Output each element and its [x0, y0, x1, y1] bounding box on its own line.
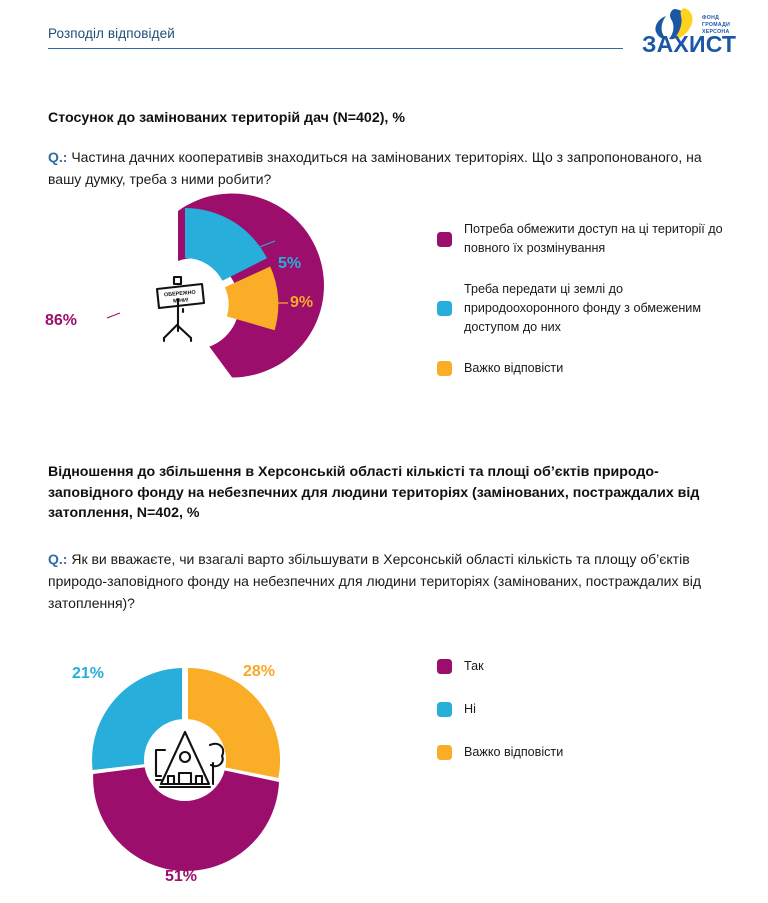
- svg-text:ЗАХИСТ: ЗАХИСТ: [642, 31, 736, 56]
- header-title: Розподіл відповідей: [48, 26, 175, 41]
- legend-swatch-icon: [437, 702, 452, 717]
- legend-swatch-icon: [437, 361, 452, 376]
- chart-2-label-cyan: 21%: [72, 665, 105, 682]
- chart-2-donut: [60, 645, 370, 875]
- sign-text-line-1: ОБЕРЕЖНО: [164, 290, 196, 299]
- section-2-title: Відношення до збільшення в Херсонській о…: [48, 464, 700, 521]
- chart-1-label-magenta: 86%: [45, 312, 78, 329]
- question-prefix: Q.:: [48, 551, 68, 567]
- chart-1-donut: ОБЕРЕЖНО МІНИ!: [60, 193, 390, 400]
- header-divider: [48, 48, 623, 50]
- mine-warning-sign-icon: [155, 275, 206, 343]
- legend-swatch-icon: [437, 231, 452, 247]
- chart-1-legend: Потреба обмежити доступ на ці території …: [437, 220, 737, 378]
- page-header: Розподіл відповідей ФОНД ГРОМАДИ ХЕРСОНА…: [0, 0, 768, 62]
- chart-2-label-magenta: 51%: [165, 868, 198, 885]
- sign-text-line-2: МІНИ!: [173, 297, 189, 304]
- legend-item[interactable]: Потреба обмежити доступ на ці території …: [437, 220, 737, 258]
- legend-item[interactable]: Ні: [437, 700, 737, 719]
- section-1-question: Q.: Частина дачних кооперативів знаходит…: [48, 146, 708, 190]
- chart-2-label-orange: 28%: [243, 663, 276, 680]
- legend-item[interactable]: Важко відповісти: [437, 359, 737, 378]
- legend-swatch-icon: [437, 301, 452, 316]
- legend-item-label: Так: [464, 659, 484, 673]
- question-text: Як ви вважаєте, чи взагалі варто збільшу…: [48, 551, 702, 611]
- zahyst-logo: ФОНД ГРОМАДИ ХЕРСОНА ЗАХИСТ: [640, 6, 752, 56]
- chart-2-legend: Так Ні Важко відповісти: [437, 657, 737, 762]
- legend-item-label: Ні: [464, 702, 476, 716]
- svg-text:ХЕРСОНА: ХЕРСОНА: [702, 29, 730, 35]
- svg-text:ГРОМАДИ: ГРОМАДИ: [702, 22, 730, 28]
- legend-item[interactable]: Так: [437, 657, 737, 676]
- section-2-question: Q.: Як ви вважаєте, чи взагалі варто збі…: [48, 548, 708, 614]
- chart-1-label-orange: 9%: [290, 294, 314, 311]
- legend-item-label: Потреба обмежити доступ на ці території …: [464, 222, 723, 255]
- question-prefix: Q.:: [48, 149, 68, 165]
- question-text: Частина дачних кооперативів знаходиться …: [48, 149, 702, 187]
- section-1-title: Стосунок до замінованих територій дач (N…: [48, 110, 405, 126]
- legend-item[interactable]: Важко відповісти: [437, 743, 737, 762]
- svg-text:ФОНД: ФОНД: [702, 15, 719, 21]
- legend-item-label: Важко відповісти: [464, 361, 564, 375]
- house-with-tree-icon: [154, 730, 225, 789]
- legend-item-label: Важко відповісти: [464, 745, 564, 759]
- legend-swatch-icon: [437, 659, 452, 674]
- legend-item-label: Треба передати ці землі до природоохорон…: [464, 282, 701, 334]
- chart-1-label-cyan: 5%: [278, 255, 302, 272]
- legend-item[interactable]: Треба передати ці землі до природоохорон…: [437, 280, 737, 337]
- legend-swatch-icon: [437, 745, 452, 760]
